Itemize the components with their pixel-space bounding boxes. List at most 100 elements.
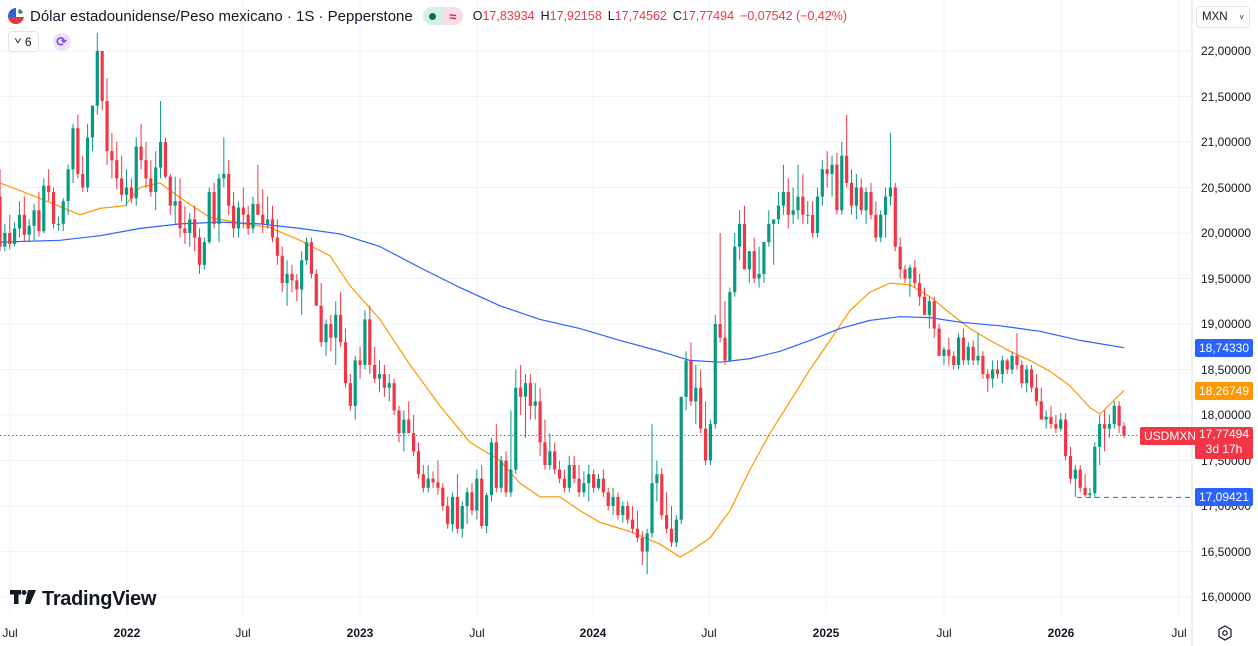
candle-down bbox=[699, 387, 703, 429]
candle-down bbox=[163, 142, 168, 177]
candle-up bbox=[888, 187, 893, 197]
tradingview-logo-text: TradingView bbox=[42, 588, 157, 610]
candle-up bbox=[1112, 405, 1116, 425]
market-status-pill[interactable]: ≈ bbox=[422, 7, 463, 25]
candle-up bbox=[202, 242, 206, 265]
candle-down bbox=[835, 164, 839, 211]
close-value: 17,77494 bbox=[681, 9, 735, 23]
candle-up bbox=[533, 401, 537, 406]
candle-down bbox=[411, 433, 416, 452]
candle-up bbox=[66, 169, 70, 202]
candle-up bbox=[582, 483, 586, 493]
candle-down bbox=[193, 219, 197, 238]
candle-down bbox=[922, 296, 927, 315]
candle-up bbox=[499, 460, 503, 488]
candle-up bbox=[879, 214, 883, 238]
moving-average-line bbox=[0, 221, 1125, 363]
candle-up bbox=[3, 233, 7, 247]
indicators-toggle-button[interactable]: ˅ 6 bbox=[8, 31, 39, 52]
candle-down bbox=[504, 460, 508, 493]
candle-down bbox=[1117, 405, 1121, 426]
candle-down bbox=[1034, 387, 1039, 402]
candle-down bbox=[100, 51, 104, 102]
candle-up bbox=[285, 273, 289, 284]
refresh-icon[interactable]: ⟳ bbox=[52, 32, 71, 51]
candle-up bbox=[387, 383, 391, 388]
candle-down bbox=[280, 255, 284, 284]
symbol-title[interactable]: Dólar estadounidense/Peso mexicano · 1S … bbox=[30, 7, 413, 25]
candle-down bbox=[407, 419, 411, 434]
candle-up bbox=[796, 196, 800, 211]
candle-up bbox=[188, 219, 192, 233]
candle-down bbox=[446, 506, 450, 525]
candle-up bbox=[747, 251, 751, 270]
candle-down bbox=[952, 355, 956, 365]
candle-down bbox=[849, 182, 854, 206]
candle-down bbox=[227, 173, 231, 206]
bar-countdown: 3d 17h bbox=[1205, 442, 1243, 456]
candle-up bbox=[207, 192, 211, 243]
candle-down bbox=[319, 305, 323, 343]
candle-down bbox=[105, 101, 109, 152]
candle-up bbox=[611, 496, 615, 506]
candle-down bbox=[825, 169, 829, 174]
chevron-down-icon: ˅ bbox=[1239, 12, 1244, 22]
candle-up bbox=[173, 201, 177, 206]
candle-up bbox=[806, 214, 810, 216]
currency-selector[interactable]: MXN ˅ bbox=[1196, 6, 1250, 28]
candle-down bbox=[665, 515, 669, 529]
candle-down bbox=[557, 469, 562, 479]
candle-down bbox=[241, 207, 245, 215]
price-tick-label: 16,00000 bbox=[1201, 590, 1252, 604]
candle-up bbox=[450, 496, 455, 525]
candle-up bbox=[1059, 419, 1063, 429]
moving-average-line bbox=[0, 182, 1125, 558]
candle-down bbox=[1122, 425, 1126, 436]
candle-down bbox=[436, 482, 440, 488]
price-tick-label: 20,00000 bbox=[1201, 226, 1252, 240]
time-tick-label: 2022 bbox=[113, 626, 141, 640]
candle-up bbox=[465, 492, 469, 506]
candle-up bbox=[334, 314, 338, 338]
candle-up bbox=[621, 506, 625, 516]
candle-down bbox=[1005, 360, 1009, 370]
candle-down bbox=[8, 233, 12, 244]
tradingview-logo[interactable]: TradingView bbox=[10, 588, 156, 611]
candle-down bbox=[903, 269, 907, 279]
candle-down bbox=[1015, 355, 1019, 365]
candle-down bbox=[1078, 469, 1082, 488]
candle-up bbox=[927, 301, 931, 315]
settings-gear-icon[interactable] bbox=[1217, 625, 1233, 641]
candle-down bbox=[577, 478, 581, 493]
candle-up bbox=[460, 506, 464, 529]
candle-up bbox=[363, 319, 367, 365]
close-label: C bbox=[672, 9, 682, 23]
candle-down bbox=[168, 176, 172, 206]
price-tick-label: 21,50000 bbox=[1201, 89, 1252, 104]
candle-up bbox=[548, 451, 552, 466]
candle-down bbox=[1049, 416, 1053, 425]
candle-up bbox=[222, 173, 226, 179]
candle-down bbox=[397, 410, 401, 434]
price-tick-label: 19,50000 bbox=[1201, 271, 1252, 286]
candle-up bbox=[679, 396, 683, 520]
candle-up bbox=[509, 469, 513, 493]
candle-up bbox=[266, 219, 270, 224]
candle-down bbox=[329, 324, 333, 338]
candle-up bbox=[1000, 360, 1004, 375]
candle-down bbox=[553, 451, 557, 470]
candle-down bbox=[441, 487, 445, 506]
candle-down bbox=[0, 196, 2, 247]
candle-down bbox=[869, 192, 873, 215]
candle-up bbox=[17, 214, 22, 229]
candle-down bbox=[898, 246, 902, 270]
usd-mxn-flag-icon bbox=[8, 8, 24, 24]
candle-up bbox=[762, 242, 766, 274]
candle-up bbox=[1098, 424, 1102, 447]
candle-down bbox=[995, 369, 1000, 375]
candle-down bbox=[947, 349, 951, 356]
candle-up bbox=[1073, 469, 1077, 479]
candle-down bbox=[358, 360, 362, 365]
candle-down bbox=[913, 267, 917, 284]
